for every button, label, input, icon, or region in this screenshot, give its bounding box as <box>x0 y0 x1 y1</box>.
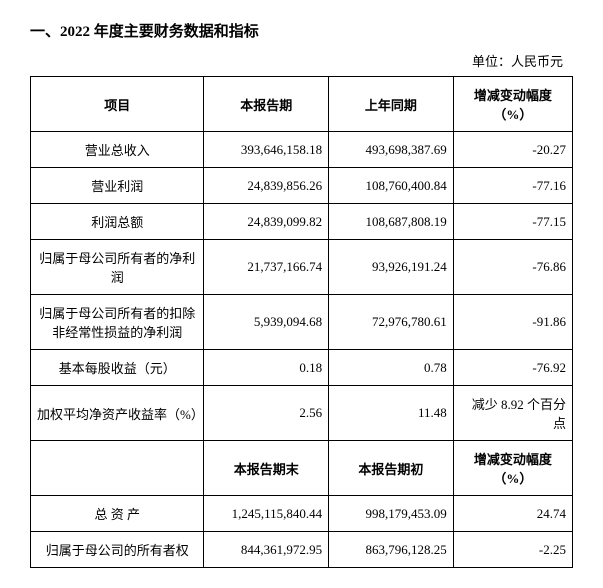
financial-table: 项目 本报告期 上年同期 增减变动幅度（%） 营业总收入393,646,158.… <box>30 76 573 568</box>
cell-value: 844,361,972.95 <box>204 532 329 568</box>
cell-value: -77.15 <box>453 204 572 240</box>
section-title: 一、2022 年度主要财务数据和指标 <box>30 20 573 41</box>
cell-value: -76.92 <box>453 350 572 386</box>
cell-value: 24,839,099.82 <box>204 204 329 240</box>
cell-value: 5,939,094.68 <box>204 295 329 350</box>
th-prior-period: 上年同期 <box>329 77 454 132</box>
unit-label: 单位：人民币元 <box>30 51 573 70</box>
th-change-pct: 增减变动幅度（%） <box>453 77 572 132</box>
table-row: 营业利润24,839,856.26108,760,400.84-77.16 <box>31 168 573 204</box>
th-period-begin: 本报告期初 <box>329 441 454 496</box>
row-label: 营业总收入 <box>31 132 204 168</box>
row-label: 基本每股收益（元） <box>31 350 204 386</box>
cell-value: 24.74 <box>453 496 572 532</box>
cell-value: 1,245,115,840.44 <box>204 496 329 532</box>
table-row: 基本每股收益（元）0.180.78-76.92 <box>31 350 573 386</box>
table-header-2: 本报告期末 本报告期初 增减变动幅度（%） <box>31 441 573 496</box>
table-header-1: 项目 本报告期 上年同期 增减变动幅度（%） <box>31 77 573 132</box>
cell-value: -91.86 <box>453 295 572 350</box>
cell-value: 0.18 <box>204 350 329 386</box>
row-label: 利润总额 <box>31 204 204 240</box>
cell-value: 2.56 <box>204 386 329 441</box>
cell-value: -76.86 <box>453 240 572 295</box>
row-label: 归属于母公司所有者的扣除非经常性损益的净利润 <box>31 295 204 350</box>
cell-value: 72,976,780.61 <box>329 295 454 350</box>
cell-value: 108,760,400.84 <box>329 168 454 204</box>
row-label: 总 资 产 <box>31 496 204 532</box>
cell-value: 393,646,158.18 <box>204 132 329 168</box>
row-label: 加权平均净资产收益率（%） <box>31 386 204 441</box>
cell-value: 减少 8.92 个百分点 <box>453 386 572 441</box>
table-row: 归属于母公司所有者的扣除非经常性损益的净利润5,939,094.6872,976… <box>31 295 573 350</box>
cell-value: -20.27 <box>453 132 572 168</box>
cell-value: 493,698,387.69 <box>329 132 454 168</box>
th-period-end: 本报告期末 <box>204 441 329 496</box>
table-row: 归属于母公司所有者的净利润21,737,166.7493,926,191.24-… <box>31 240 573 295</box>
row-label: 归属于母公司的所有者权 <box>31 532 204 568</box>
cell-value: 108,687,808.19 <box>329 204 454 240</box>
table-row: 加权平均净资产收益率（%）2.5611.48减少 8.92 个百分点 <box>31 386 573 441</box>
cell-value: -77.16 <box>453 168 572 204</box>
th-change-pct-2: 增减变动幅度（%） <box>453 441 572 496</box>
th-item: 项目 <box>31 77 204 132</box>
row-label: 归属于母公司所有者的净利润 <box>31 240 204 295</box>
cell-value: 863,796,128.25 <box>329 532 454 568</box>
table-row: 营业总收入393,646,158.18493,698,387.69-20.27 <box>31 132 573 168</box>
table-row: 利润总额24,839,099.82108,687,808.19-77.15 <box>31 204 573 240</box>
cell-value: 93,926,191.24 <box>329 240 454 295</box>
cell-value: 0.78 <box>329 350 454 386</box>
cell-value: -2.25 <box>453 532 572 568</box>
table-row: 总 资 产1,245,115,840.44998,179,453.0924.74 <box>31 496 573 532</box>
cell-value: 21,737,166.74 <box>204 240 329 295</box>
th-current-period: 本报告期 <box>204 77 329 132</box>
cell-value: 11.48 <box>329 386 454 441</box>
row-label: 营业利润 <box>31 168 204 204</box>
table-row: 归属于母公司的所有者权844,361,972.95863,796,128.25-… <box>31 532 573 568</box>
cell-value: 998,179,453.09 <box>329 496 454 532</box>
th-item-2 <box>31 441 204 496</box>
cell-value: 24,839,856.26 <box>204 168 329 204</box>
